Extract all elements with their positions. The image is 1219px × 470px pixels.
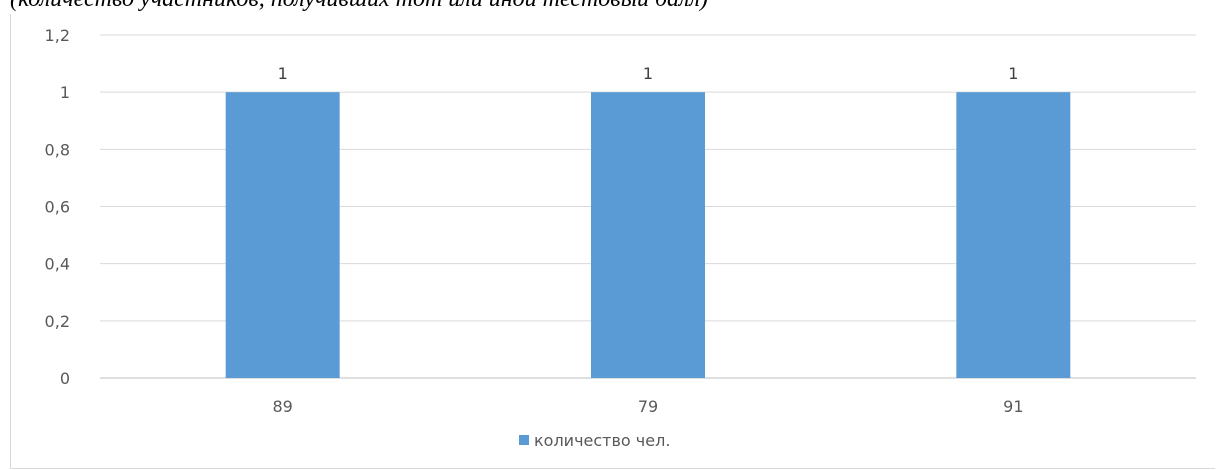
bar xyxy=(956,92,1071,379)
x-tick-label: 79 xyxy=(638,397,658,416)
data-label: 1 xyxy=(643,64,653,83)
chart-frame xyxy=(10,14,1215,469)
y-tick-label: 0,6 xyxy=(45,198,70,217)
y-tick-label: 0,2 xyxy=(45,312,70,331)
data-label: 1 xyxy=(278,64,288,83)
x-tick-label: 89 xyxy=(272,397,292,416)
bar xyxy=(591,92,705,379)
x-tick-label: 91 xyxy=(1003,397,1023,416)
legend-swatch xyxy=(519,435,529,445)
data-label: 1 xyxy=(1008,64,1018,83)
y-tick-label: 1 xyxy=(60,83,70,102)
chart-caption: (количество участников, получивших тот и… xyxy=(10,0,1210,13)
y-tick-label: 0,4 xyxy=(45,255,70,274)
y-tick-label: 0 xyxy=(60,369,70,388)
legend-label: количество чел. xyxy=(534,431,670,450)
bar xyxy=(225,92,340,379)
y-tick-label: 1,2 xyxy=(45,26,70,45)
y-tick-label: 0,8 xyxy=(45,140,70,159)
